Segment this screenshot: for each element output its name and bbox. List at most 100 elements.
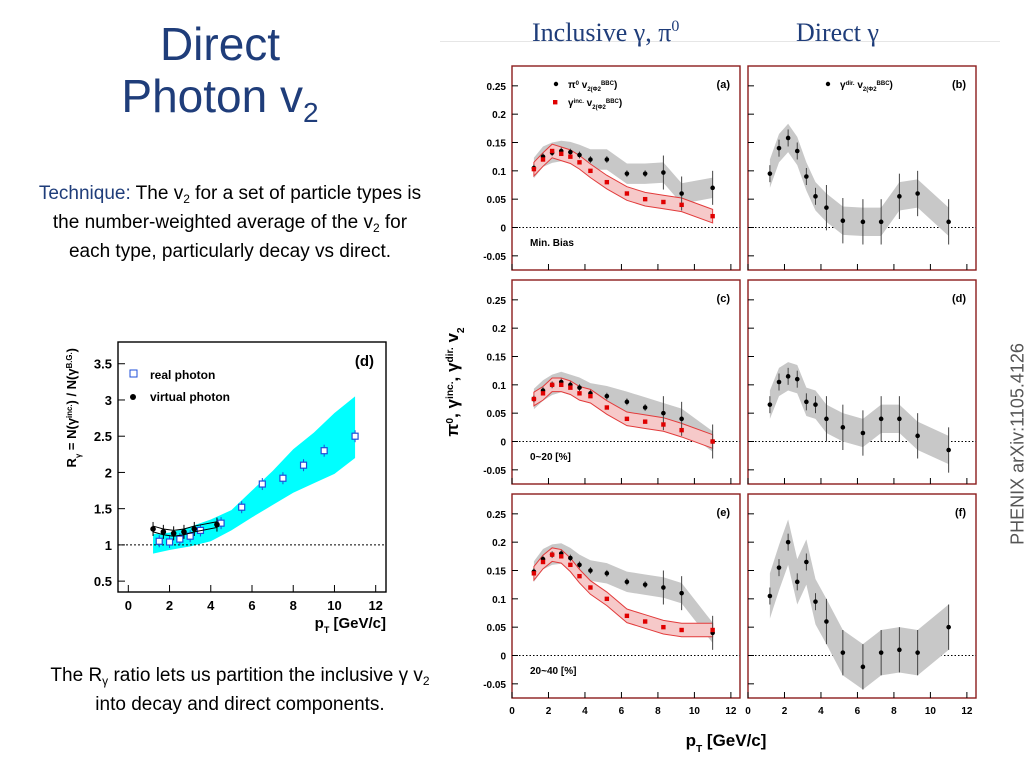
direct-point — [804, 399, 809, 405]
inclusive-point — [710, 439, 715, 444]
inclusive-point — [588, 393, 593, 399]
real-photon-point — [279, 474, 287, 482]
direct-point — [804, 559, 809, 565]
virtual-photon-point — [150, 526, 156, 532]
ratio-text-b: ratio lets us partition the inclusive — [108, 665, 399, 686]
direct-point — [794, 376, 800, 382]
pi0-point — [642, 171, 648, 176]
pi0-point — [588, 568, 593, 573]
real-photon-point — [351, 432, 359, 440]
inclusive-point — [624, 613, 630, 619]
inclusive-point — [540, 157, 546, 162]
ratio-paragraph: The Rγ ratio lets us partition the inclu… — [40, 664, 440, 717]
panel-f: 0 2 4 6 8 10 12 (f) — [745, 493, 977, 717]
inclusive-point — [661, 199, 666, 205]
panel-c: -0.05 0 0.05 0.1 0.15 0.2 0.25 (c) 0~20 [%] — [483, 279, 741, 485]
pi0-point — [604, 157, 610, 162]
pi0-point — [679, 191, 684, 196]
pi0-point — [642, 405, 648, 410]
title-line-2-text: Photon v — [121, 70, 303, 122]
panel-label: (c) — [717, 293, 731, 305]
legend-real-marker — [129, 369, 138, 378]
direct-point — [946, 219, 951, 225]
r-gamma-chart: 0 2 4 6 8 10 12 0.5 1 1.5 2 2.5 3 3.5 real photon virtu… — [58, 330, 392, 640]
direct-point — [915, 650, 920, 655]
y-tick-label: 0.25 — [487, 296, 507, 307]
column-heading-direct: Direct γ — [796, 18, 879, 47]
inclusive-point — [549, 552, 555, 557]
x-tick-label: 6 — [619, 706, 625, 717]
technique-text-a: The v — [130, 183, 184, 204]
panel-label: (d) — [355, 353, 374, 370]
legend-label: γinc. v2(Φ2BBC) — [568, 98, 622, 111]
y-tick-label: 0.25 — [487, 510, 507, 521]
direct-point — [776, 379, 782, 385]
x-tick-label: 2 — [782, 706, 788, 717]
v2-subscript-1: 2 — [183, 192, 190, 206]
pi0-point — [604, 393, 610, 399]
x-tick-label: 4 — [818, 706, 824, 717]
y-tick-label: 0.2 — [492, 324, 506, 335]
virtual-photon-point — [170, 530, 177, 537]
pi0-point — [577, 152, 582, 158]
panel-label: (f) — [955, 507, 966, 519]
y-tick-label: 0.05 — [487, 409, 507, 420]
y-tick-label: 3.5 — [94, 357, 112, 372]
x-tick-label: 12 — [725, 706, 737, 717]
x-tick-label: 12 — [961, 706, 973, 717]
x-tick-label: 12 — [368, 598, 382, 613]
direct-point — [915, 191, 920, 196]
inclusive-point — [588, 168, 593, 174]
inclusive-point — [642, 419, 648, 424]
direct-point — [897, 647, 902, 653]
x-tick-label: 10 — [689, 706, 701, 717]
technique-text-c: for each type, particularly decay vs dir… — [68, 212, 408, 262]
x-tick-label: 6 — [248, 598, 255, 613]
panel-label: (e) — [717, 507, 731, 519]
inclusive-point — [604, 596, 610, 602]
inclusive-point — [559, 554, 564, 559]
technique-label: Technique: — [38, 183, 131, 204]
direct-point — [824, 205, 829, 210]
direct-point — [767, 402, 773, 407]
inclusive-point — [710, 627, 715, 633]
y-tick-label: 0.2 — [492, 110, 506, 121]
panel-frame — [511, 493, 741, 699]
inclusive-point — [577, 160, 582, 165]
column-heading-inclusive-text: Inclusive γ, π — [532, 18, 672, 47]
inclusive-point — [577, 573, 582, 579]
real-photon-point — [258, 480, 266, 488]
legend-inclusive-marker — [553, 100, 558, 105]
inclusive-point — [679, 202, 684, 208]
y-tick-label: 0.05 — [487, 195, 507, 206]
direct-point — [860, 664, 866, 670]
direct-point — [897, 416, 902, 422]
inclusive-point — [642, 619, 648, 624]
panel-a: -0.05 0 0.05 0.1 0.15 0.2 0.25 (a) Min. Bias π0 v… — [483, 65, 741, 271]
inclusive-point — [642, 196, 648, 202]
direct-point — [946, 624, 951, 630]
panel-frame — [747, 65, 977, 271]
pi0-point — [577, 562, 582, 568]
direct-band — [769, 123, 949, 236]
column-heading-inclusive: Inclusive γ, π0 — [532, 18, 679, 48]
pi0-point — [661, 170, 666, 175]
r-chart-background — [58, 330, 392, 640]
x-tick-label: 4 — [207, 598, 215, 613]
y-tick-label: 0 — [500, 438, 506, 449]
panel-label: (a) — [717, 79, 731, 91]
real-photon-point — [320, 447, 328, 455]
direct-point — [813, 194, 818, 199]
direct-point — [897, 194, 902, 199]
gamma-symbol: γ — [398, 665, 409, 686]
inclusive-point — [661, 624, 666, 630]
y-tick-label: 0.1 — [492, 381, 506, 392]
ratio-text-c: v — [408, 665, 423, 686]
direct-band — [769, 519, 949, 690]
inclusive-point — [588, 585, 593, 590]
v2-panel-grid: -0.05 0 0.05 0.1 0.15 0.2 0.25 (a) Min. Bias π0 v… — [443, 65, 977, 755]
inclusive-point — [549, 148, 555, 154]
direct-point — [776, 565, 782, 570]
inclusive-point — [624, 191, 630, 196]
legend-label: π0 v2(Φ2BBC) — [568, 80, 617, 93]
